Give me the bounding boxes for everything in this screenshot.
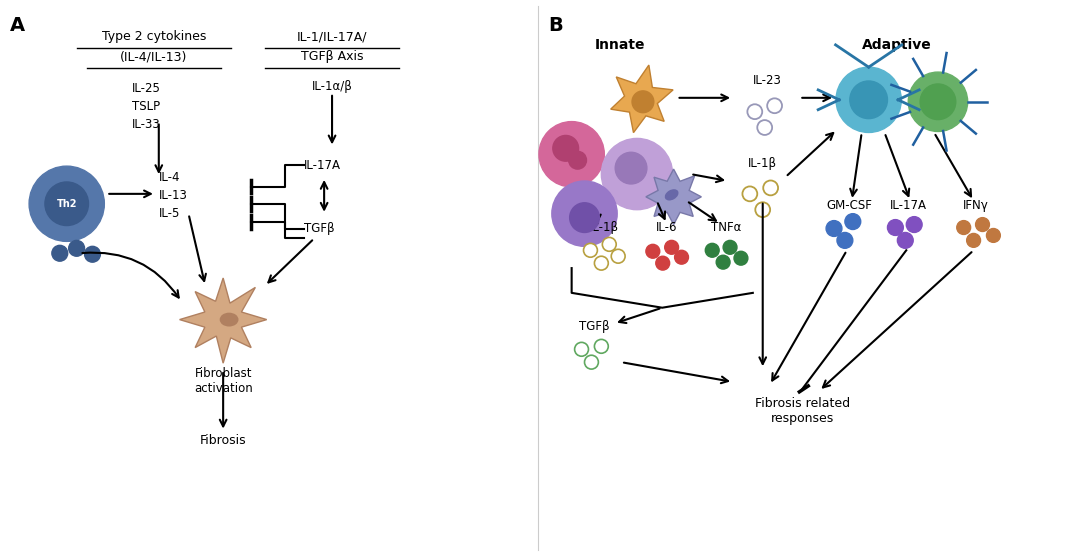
Text: IL-33: IL-33 <box>132 118 161 131</box>
Text: Fibrosis related
responses: Fibrosis related responses <box>755 397 850 425</box>
Polygon shape <box>180 278 267 363</box>
Circle shape <box>575 343 589 356</box>
Text: TGFβ: TGFβ <box>579 320 610 334</box>
Text: IL-1β: IL-1β <box>748 157 777 170</box>
Text: Fibroblast
activation: Fibroblast activation <box>194 367 253 395</box>
Text: TGFβ Axis: TGFβ Axis <box>301 50 363 63</box>
Circle shape <box>584 355 598 369</box>
Circle shape <box>705 243 719 257</box>
Text: IL-6: IL-6 <box>656 222 678 234</box>
Circle shape <box>552 181 617 246</box>
Circle shape <box>646 244 659 258</box>
Circle shape <box>827 220 842 237</box>
Text: Innate: Innate <box>594 39 645 52</box>
Circle shape <box>69 240 85 256</box>
Circle shape <box>743 186 757 201</box>
Circle shape <box>611 249 625 263</box>
Circle shape <box>615 152 646 184</box>
Text: IL-4: IL-4 <box>159 171 180 184</box>
Circle shape <box>45 182 89 225</box>
Circle shape <box>734 251 748 265</box>
Circle shape <box>747 104 762 119</box>
Circle shape <box>665 240 679 254</box>
Text: IL-1α/β: IL-1α/β <box>312 80 353 93</box>
Circle shape <box>632 91 654 113</box>
Circle shape <box>768 98 783 113</box>
Circle shape <box>583 243 597 257</box>
Text: A: A <box>11 16 26 35</box>
Text: IL-13: IL-13 <box>159 189 188 202</box>
Circle shape <box>756 202 770 217</box>
Text: (IL-4/IL-13): (IL-4/IL-13) <box>120 50 188 63</box>
Circle shape <box>888 220 904 235</box>
Circle shape <box>757 120 772 135</box>
Text: IL-5: IL-5 <box>159 206 180 220</box>
Text: TNFα: TNFα <box>711 222 741 234</box>
Circle shape <box>85 246 101 262</box>
Circle shape <box>601 138 672 210</box>
Circle shape <box>906 217 922 233</box>
Circle shape <box>51 246 68 261</box>
Circle shape <box>845 214 861 229</box>
Circle shape <box>569 203 599 233</box>
Circle shape <box>976 218 989 232</box>
Circle shape <box>957 220 970 234</box>
Circle shape <box>594 339 608 353</box>
Circle shape <box>967 233 981 247</box>
Circle shape <box>763 180 778 195</box>
Text: IL-1β: IL-1β <box>590 222 619 234</box>
Circle shape <box>908 72 968 132</box>
Text: IFNγ: IFNγ <box>963 199 988 211</box>
Polygon shape <box>646 169 701 224</box>
Circle shape <box>920 84 956 119</box>
Text: TSLP: TSLP <box>132 100 160 113</box>
Text: IL-17A: IL-17A <box>890 199 927 211</box>
Circle shape <box>594 256 608 270</box>
Circle shape <box>836 67 902 132</box>
Circle shape <box>850 81 888 119</box>
Circle shape <box>29 166 104 242</box>
Circle shape <box>656 256 670 270</box>
Circle shape <box>716 255 730 269</box>
Text: IL-1/IL-17A/: IL-1/IL-17A/ <box>297 31 368 44</box>
Text: GM-CSF: GM-CSF <box>825 199 872 211</box>
Circle shape <box>724 240 736 254</box>
Ellipse shape <box>220 312 238 326</box>
Circle shape <box>837 233 853 248</box>
Text: IL-25: IL-25 <box>132 82 161 95</box>
Text: Th2: Th2 <box>57 199 77 209</box>
Text: Fibrosis: Fibrosis <box>199 435 247 448</box>
Circle shape <box>674 251 688 264</box>
Text: B: B <box>548 16 563 35</box>
Circle shape <box>897 233 913 248</box>
Polygon shape <box>611 65 673 133</box>
Circle shape <box>539 122 605 187</box>
Text: Type 2 cytokines: Type 2 cytokines <box>102 31 206 44</box>
Text: IL-17A: IL-17A <box>304 158 341 172</box>
Text: IL-23: IL-23 <box>754 74 783 87</box>
Circle shape <box>568 151 586 169</box>
Circle shape <box>553 136 579 161</box>
Text: TGFβ: TGFβ <box>304 222 334 235</box>
Ellipse shape <box>665 189 679 200</box>
Text: Adaptive: Adaptive <box>862 39 932 52</box>
Circle shape <box>602 237 616 251</box>
Circle shape <box>986 229 1000 242</box>
